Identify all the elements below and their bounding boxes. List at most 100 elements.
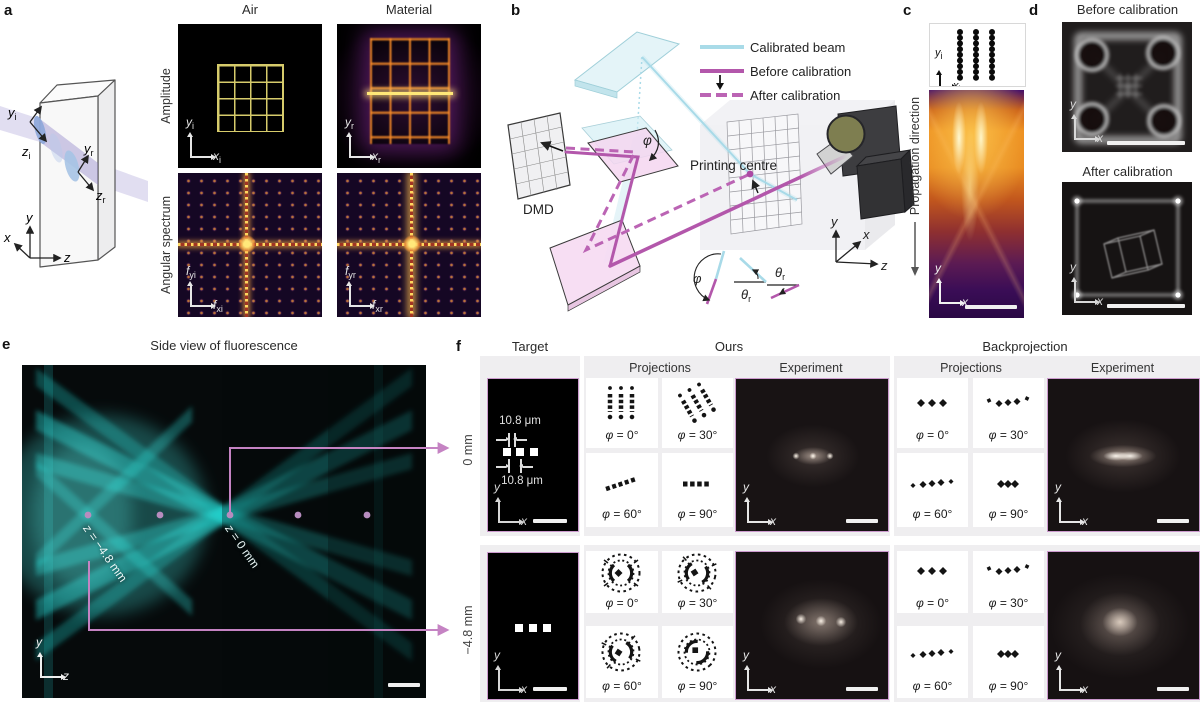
- bp-projections-subheader: Projections: [940, 361, 1002, 375]
- center-peak: [238, 235, 256, 253]
- ours-header: Ours: [714, 339, 744, 354]
- container-wall-right: [374, 365, 383, 698]
- fluorescence-axes: y z: [36, 635, 69, 683]
- bp-projection-phi0-neg48mm: φ = 0°: [897, 551, 968, 613]
- projection-pattern: [997, 480, 1019, 488]
- target-square: [530, 448, 538, 456]
- distorted-grid: [370, 38, 450, 144]
- row-label-angular-spectrum: Angular spectrum: [159, 196, 173, 294]
- svg-text:z: z: [880, 258, 888, 273]
- dmd-label: DMD: [523, 202, 554, 217]
- propagation-image: y x: [929, 90, 1024, 318]
- projection-pattern: [910, 479, 954, 488]
- x-axis-arrow: [13, 242, 31, 259]
- ours-experiment-subheader: Experiment: [779, 361, 843, 375]
- experiment-axes: y x: [1055, 480, 1088, 528]
- scale-bar: [533, 687, 567, 691]
- ours-experiment-neg48mm: y x: [735, 551, 889, 700]
- projection-pattern: [677, 632, 717, 672]
- bright-center-line: [367, 92, 453, 95]
- y-axis-label: y: [25, 210, 34, 225]
- svg-text:θr: θr: [775, 265, 785, 282]
- ours-projection-phi90-0mm: φ = 90°: [662, 453, 733, 527]
- air-amplitude-image: yi xi: [178, 24, 322, 168]
- bp-projection-phi90-0mm: φ = 90°: [973, 453, 1044, 527]
- dotted-columns-pattern: [957, 29, 995, 81]
- yr-label: yr: [83, 141, 94, 158]
- zi-label: zi: [21, 144, 31, 161]
- panel-b-axes: y x z: [830, 214, 888, 273]
- material-amplitude-image: yr xr: [337, 24, 481, 168]
- yi-label: yi: [7, 105, 17, 122]
- beam-before-calibration-exit: [608, 153, 850, 268]
- ours-projection-phi60-neg48mm: φ = 60°: [586, 626, 658, 698]
- after-calibration-image: y x: [1062, 182, 1192, 315]
- projection-pattern: [678, 382, 716, 423]
- scale-bar: [388, 683, 420, 687]
- target-square: [516, 448, 524, 456]
- inset-axes: yi xi: [935, 47, 961, 87]
- legend-swatch-before: [700, 69, 744, 73]
- camera: [816, 105, 915, 220]
- ours-experiment-0mm: y x: [735, 378, 889, 532]
- target-square: [543, 624, 551, 632]
- beam-before-calibration: [564, 150, 640, 268]
- svg-text:φ: φ: [693, 271, 702, 286]
- target-axes: y x: [494, 648, 527, 696]
- legend-down-arrow-icon: [716, 75, 724, 90]
- yellow-grid: [217, 64, 284, 132]
- projection-pattern: [986, 396, 1030, 407]
- propagation-direction-arrow: [911, 222, 919, 276]
- target-square: [529, 624, 537, 632]
- yr-arrow: [77, 154, 89, 173]
- panel-a-diagram: yi zi yr zr y z x: [0, 79, 148, 268]
- target-header: Target: [511, 339, 549, 354]
- panel-b-label: b: [511, 2, 521, 19]
- scale-bar: [533, 519, 567, 523]
- after-axes: y x: [1070, 260, 1103, 308]
- panel-a-label: a: [4, 2, 13, 19]
- propagation-axes: y x: [935, 261, 968, 309]
- air-angular-spectrum-image: fyi fxi: [178, 173, 322, 317]
- printing-centre-arrow: [751, 179, 760, 194]
- panel-d-label: d: [1029, 2, 1039, 19]
- bp-projection-phi0-0mm: φ = 0°: [897, 378, 968, 448]
- air-amplitude-axes: yi xi: [186, 115, 221, 165]
- bp-projection-phi30-neg48mm: φ = 30°: [973, 551, 1044, 613]
- scale-bar: [1107, 304, 1185, 308]
- printing-plane-slab: [726, 113, 803, 235]
- calibration-mirror-edge: [574, 79, 618, 99]
- scale-bar: [1157, 519, 1189, 523]
- panel-c-label: c: [903, 2, 912, 19]
- ours-projection-phi30-neg48mm: φ = 30°: [662, 551, 733, 613]
- experiment-axes: y x: [743, 648, 776, 696]
- projection-pattern: [601, 553, 641, 593]
- zr-arrow: [77, 171, 95, 192]
- before-calibration-title: Before calibration: [1076, 2, 1179, 17]
- bp-experiment-0mm: y x: [1047, 378, 1200, 532]
- experiment-axes: y x: [1055, 648, 1088, 696]
- theta-r-calibrated-diagram: θr: [734, 257, 767, 304]
- annotation-bottom: 10.8 μm: [501, 475, 543, 487]
- panel-b-setup-diagram: DMD Printing centre φ φ θr θr: [507, 31, 915, 312]
- ours-projection-phi60-0mm: φ = 60°: [586, 453, 658, 527]
- propagation-direction-label: Propagation direction: [908, 96, 922, 216]
- target-square: [503, 448, 511, 456]
- projection-pattern: [683, 481, 711, 487]
- before-axes: y x: [1070, 97, 1103, 145]
- phi-rotation-arrow: [648, 129, 660, 162]
- column-header-material: Material: [385, 2, 433, 17]
- x-axis-label: x: [3, 230, 11, 245]
- phi-plate-label: φ: [643, 133, 652, 148]
- bp-projection-phi90-neg48mm: φ = 90°: [973, 626, 1044, 698]
- legend-swatch-calibrated: [700, 45, 744, 49]
- ours-projection-phi0-neg48mm: φ = 0°: [586, 551, 658, 613]
- beam-after-calibration: [565, 146, 751, 254]
- legend-before-calibration: Before calibration: [750, 64, 852, 79]
- printing-centre-dot: [746, 170, 754, 178]
- theta-r-beam-diagram: θr: [767, 265, 800, 300]
- annotation-top: 10.8 μm: [499, 415, 541, 427]
- target-image-neg48mm: y x: [487, 552, 579, 700]
- target-square: [515, 624, 523, 632]
